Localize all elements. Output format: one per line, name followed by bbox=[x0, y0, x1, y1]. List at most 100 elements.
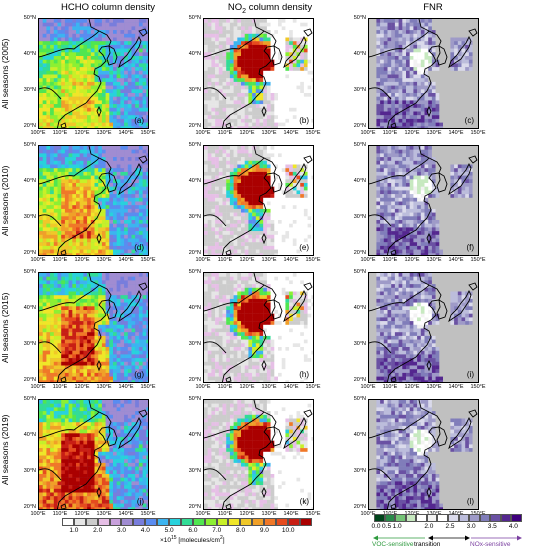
fnr-colorbar-segment bbox=[384, 514, 396, 522]
lat-tick-label: 20°N bbox=[23, 123, 36, 129]
lon-tick-label: 150°E bbox=[140, 384, 156, 390]
row-label-2005: All seasons (2005) bbox=[0, 38, 10, 110]
colorbar-segment bbox=[240, 518, 253, 526]
lat-tick-label: 30°N bbox=[353, 214, 366, 220]
lat-tick-label: 50°N bbox=[353, 396, 366, 402]
panel-label: (j) bbox=[136, 497, 144, 506]
lon-tick-label: 100°E bbox=[30, 257, 46, 263]
lon-tick-label: 110°E bbox=[382, 130, 398, 136]
lat-tick-label: 30°N bbox=[188, 341, 201, 347]
lat-tick-label: 20°N bbox=[188, 377, 201, 383]
lon-tick-label: 120°E bbox=[74, 384, 90, 390]
fnr-column-title: FNR bbox=[423, 2, 443, 13]
lon-tick-label: 150°E bbox=[140, 257, 156, 263]
fnr-colorbar-segment bbox=[447, 514, 459, 522]
colorbar-segment bbox=[228, 518, 241, 526]
lat-tick-label: 40°N bbox=[188, 51, 201, 57]
colorbar-segment bbox=[204, 518, 217, 526]
density-colorbar bbox=[62, 518, 312, 526]
lat-tick-label: 30°N bbox=[23, 341, 36, 347]
fnr-colorbar-segment bbox=[405, 514, 417, 522]
colorbar-segment bbox=[180, 518, 193, 526]
voc-sensitive-label: VOC-sensitive bbox=[372, 541, 414, 548]
lon-tick-label: 140°E bbox=[448, 130, 464, 136]
lat-tick-label: 40°N bbox=[23, 432, 36, 438]
lat-tick-label: 50°N bbox=[188, 15, 201, 21]
lon-tick-label: 150°E bbox=[470, 384, 486, 390]
colorbar-segment bbox=[133, 518, 146, 526]
map-panel: (e) bbox=[203, 145, 314, 256]
fnr-colorbar-segment bbox=[437, 514, 448, 522]
panel-label: (f) bbox=[466, 243, 474, 252]
lat-tick-label: 40°N bbox=[353, 305, 366, 311]
lon-tick-label: 120°E bbox=[239, 257, 255, 263]
lat-tick-label: 30°N bbox=[188, 87, 201, 93]
lat-tick-label: 40°N bbox=[23, 51, 36, 57]
panel-label: (k) bbox=[299, 497, 309, 506]
lon-tick-label: 120°E bbox=[239, 130, 255, 136]
transition-label: transition bbox=[414, 541, 441, 548]
lon-tick-label: 110°E bbox=[217, 130, 233, 136]
lat-tick-label: 50°N bbox=[353, 142, 366, 148]
lat-tick-label: 50°N bbox=[23, 269, 36, 275]
lat-tick-label: 20°N bbox=[188, 504, 201, 510]
colorbar-segment bbox=[73, 518, 86, 526]
lon-tick-label: 130°E bbox=[96, 384, 112, 390]
fnr-colorbar-segment bbox=[426, 514, 438, 522]
fnr-tick-label: 3.5 bbox=[487, 523, 497, 530]
fnr-colorbar-segment bbox=[395, 514, 406, 522]
lat-tick-label: 30°N bbox=[353, 87, 366, 93]
colorbar-segment bbox=[252, 518, 265, 526]
lon-tick-label: 150°E bbox=[305, 384, 321, 390]
lon-tick-label: 110°E bbox=[52, 130, 68, 136]
fnr-colorbar-segment bbox=[469, 514, 480, 522]
lon-tick-label: 120°E bbox=[239, 511, 255, 517]
colorbar-tick-label: 1.0 bbox=[69, 527, 79, 534]
lon-tick-label: 120°E bbox=[404, 257, 420, 263]
fnr-tick-label: 0.5 bbox=[382, 523, 392, 530]
lon-tick-label: 110°E bbox=[217, 511, 233, 517]
lat-tick-label: 50°N bbox=[23, 142, 36, 148]
lon-tick-label: 130°E bbox=[261, 130, 277, 136]
lon-tick-label: 110°E bbox=[52, 257, 68, 263]
lon-tick-label: 100°E bbox=[195, 511, 211, 517]
fnr-colorbar-segment bbox=[479, 514, 491, 522]
fnr-colorbar-segment bbox=[416, 514, 427, 522]
map-panel: (f) bbox=[368, 145, 479, 256]
lat-tick-label: 30°N bbox=[23, 87, 36, 93]
colorbar-segment bbox=[109, 518, 122, 526]
fnr-tick-label: 2.5 bbox=[445, 523, 455, 530]
fnr-colorbar-segment bbox=[490, 514, 501, 522]
lat-tick-label: 30°N bbox=[23, 468, 36, 474]
lat-tick-label: 20°N bbox=[353, 504, 366, 510]
lat-tick-label: 50°N bbox=[188, 396, 201, 402]
colorbar-tick-label: 7.0 bbox=[212, 527, 222, 534]
colorbar-segment bbox=[85, 518, 98, 526]
lon-tick-label: 100°E bbox=[360, 511, 376, 517]
colorbar-tick-label: 9.0 bbox=[259, 527, 269, 534]
colorbar-segment bbox=[145, 518, 158, 526]
lat-tick-label: 50°N bbox=[188, 142, 201, 148]
fnr-tick-label: 2.0 bbox=[424, 523, 434, 530]
lon-tick-label: 150°E bbox=[305, 511, 321, 517]
lon-tick-label: 130°E bbox=[261, 257, 277, 263]
lon-tick-label: 140°E bbox=[283, 130, 299, 136]
density-colorbar-unit: ×1015 [molecules/cm2] bbox=[160, 535, 225, 545]
lon-tick-label: 100°E bbox=[360, 384, 376, 390]
no2-column-title: NO2 column density bbox=[227, 2, 313, 15]
colorbar-segment bbox=[62, 518, 74, 526]
map-panel: (l) bbox=[368, 399, 479, 510]
lon-tick-label: 110°E bbox=[217, 384, 233, 390]
colorbar-segment bbox=[121, 518, 134, 526]
map-panel: (k) bbox=[203, 399, 314, 510]
colorbar-tick-label: 10.0 bbox=[281, 527, 295, 534]
lon-tick-label: 120°E bbox=[74, 257, 90, 263]
map-panel: (c) bbox=[368, 18, 479, 129]
lon-tick-label: 130°E bbox=[96, 130, 112, 136]
colorbar-tick-label: 8.0 bbox=[236, 527, 246, 534]
hcho-column-title: HCHO column density bbox=[61, 2, 155, 13]
lat-tick-label: 30°N bbox=[353, 341, 366, 347]
map-panel: (g) bbox=[38, 272, 149, 383]
map-panel: (a) bbox=[38, 18, 149, 129]
lat-tick-label: 40°N bbox=[23, 305, 36, 311]
